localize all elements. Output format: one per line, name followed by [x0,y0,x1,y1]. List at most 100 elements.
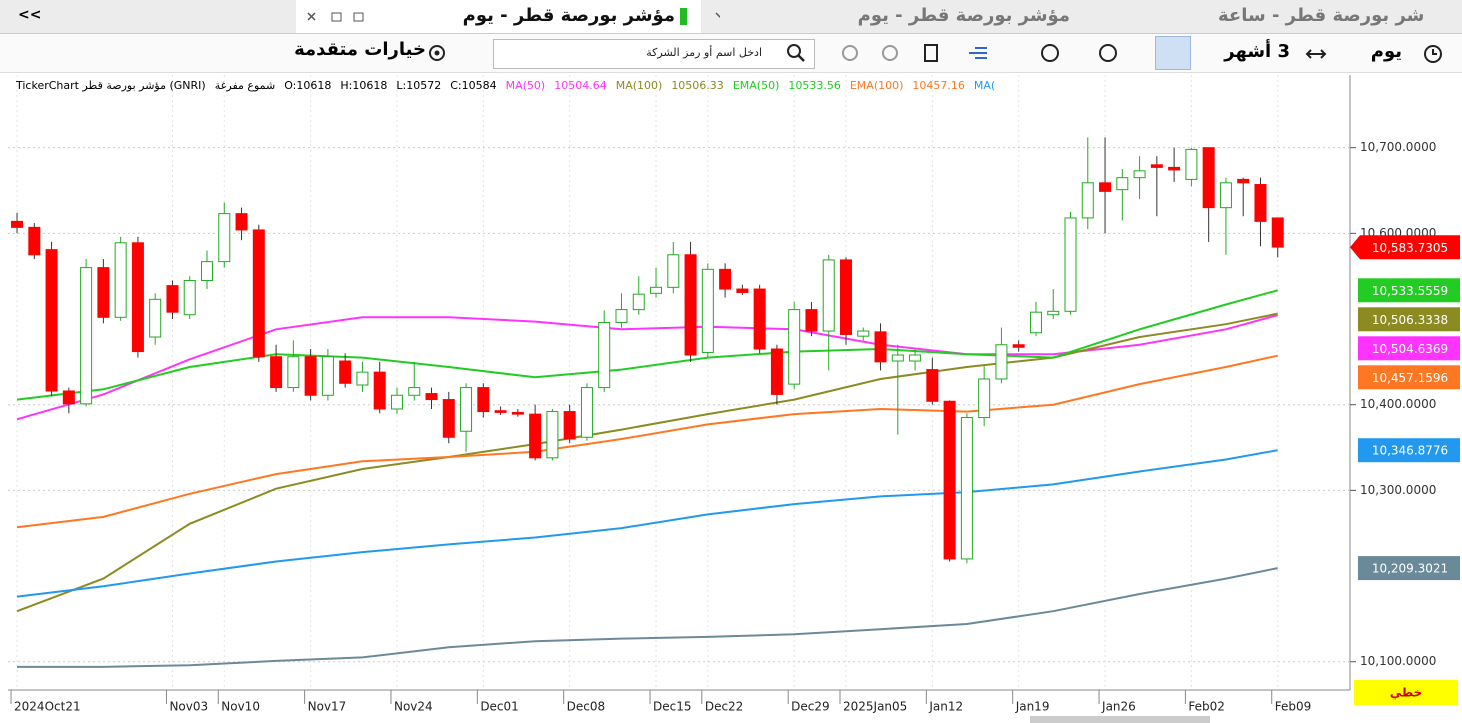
tab-title[interactable]: مؤشر بورصة قطر - يوم [857,5,1070,26]
tab-title[interactable]: مؤشر بورصة قطر - يوم [462,5,675,26]
candle-body [874,331,887,363]
legend-name: EMA(50) [732,79,780,92]
x-tick-label: Dec01 [480,700,519,714]
candle-body [580,387,593,438]
candle-body [183,279,196,316]
x-tick-label: Dec08 [567,700,606,714]
candle-body [770,348,783,395]
candle-body [408,387,421,396]
x-tick-label: Dec22 [705,700,744,714]
candle-body [650,286,663,294]
search-placeholder: ادخل اسم أو رمز الشركة [646,46,762,59]
candle-body [477,387,490,413]
y-tick-label: 10,700.0000 [1360,140,1436,154]
y-tick-label: 10,100.0000 [1360,654,1436,668]
value-label: 10,457.1596 [1372,371,1448,385]
candle-body [632,293,645,311]
value-label-box [1358,556,1460,581]
legend-value: 10533.56 [788,79,841,92]
range-button[interactable]: 3 أشهر [1224,41,1290,62]
x-tick-label: Feb09 [1275,700,1312,714]
candle-body [270,356,283,389]
candle-body [909,354,922,362]
x-tick-label: Nov10 [221,700,260,714]
legend-name: MA(100) [615,79,663,92]
ma-line [16,289,1278,401]
legend-name: MA( [973,79,996,92]
candle-body [822,259,835,332]
candle-body [494,410,507,413]
value-label: 10,209.3021 [1372,562,1448,576]
candle-body [511,411,524,415]
candle-body [926,369,939,402]
clock-icon [1424,45,1442,63]
candle-body [615,309,628,323]
mode-box [1354,680,1458,705]
candle-body [701,268,714,353]
candle-body [891,354,904,362]
legend-value: 10457.16 [912,79,965,92]
value-label-box [1358,278,1460,303]
candle-body [753,288,766,350]
ohlc-value: H:10618 [340,79,388,92]
tool-icons [842,44,1117,62]
source: TickerChart مؤشر بورصة قطر (GNRI) [16,79,206,92]
value-label-box [1358,307,1460,332]
search-icon[interactable] [784,42,808,64]
candle-body [252,229,265,358]
ma-line [17,567,1278,668]
candle-body [166,285,179,313]
scrollbar [1030,716,1210,723]
ohlc-value: O:10618 [284,79,332,92]
legend-value: 10504.64 [554,79,607,92]
gear-icon [429,45,445,61]
range-icon [1305,49,1327,59]
x-tick-label: Dec29 [791,700,830,714]
candle-body [1168,166,1181,171]
candle-body [149,298,162,338]
candle-body [563,411,576,440]
candle-body [28,226,41,256]
ma-line [16,449,1278,598]
candle-body [1185,148,1198,180]
search-box[interactable] [493,39,815,69]
value-label: 10,506.3338 [1372,313,1448,327]
x-tick-label: Feb02 [1188,700,1225,714]
legend-value: 10506.33 [671,79,724,92]
value-label-box [1358,438,1460,463]
info-line: TickerChart مؤشر بورصة قطر (GNRI) شموع م… [16,79,995,92]
candle-body [442,399,455,438]
advanced-options[interactable]: خيارات متقدمة [294,39,426,60]
value-label: 10,346.8776 [1372,444,1448,458]
candle-body [960,417,973,560]
candle-body [684,254,697,356]
candle-body [1081,182,1094,219]
candle-body [1029,311,1042,334]
x-tick-label: 2025Jan05 [843,700,907,714]
mode-label: خطي [1390,686,1422,700]
x-tick-label: Nov03 [169,700,208,714]
tab-title[interactable]: شر بورصة قطر - ساعة [1218,5,1425,26]
ma-line [16,312,1278,613]
candle-body [425,393,438,401]
candle-body [11,220,24,228]
x-tick-label: 2024Oct21 [14,700,81,714]
candle-body [943,400,956,560]
candle-body [218,213,231,263]
period-button[interactable]: يوم [1370,41,1402,62]
chart-style: شموع مفرغة [214,79,276,92]
candle-body [1099,182,1112,192]
y-tick-label: 10,300.0000 [1360,483,1436,497]
candle-body [546,411,559,459]
candle-body [114,242,127,318]
toolbar: يوم 3 أشهر ادخل اسم أو رمز الشركة خيارات… [0,34,1462,73]
collapse-button[interactable]: << [18,7,42,23]
draw-button[interactable] [1155,36,1191,70]
candle-body [321,356,334,396]
candle-body [1237,178,1250,184]
candle-body [356,371,369,386]
x-tick-label: Dec15 [653,700,692,714]
candle-body [598,321,611,389]
candle-body [201,261,214,281]
